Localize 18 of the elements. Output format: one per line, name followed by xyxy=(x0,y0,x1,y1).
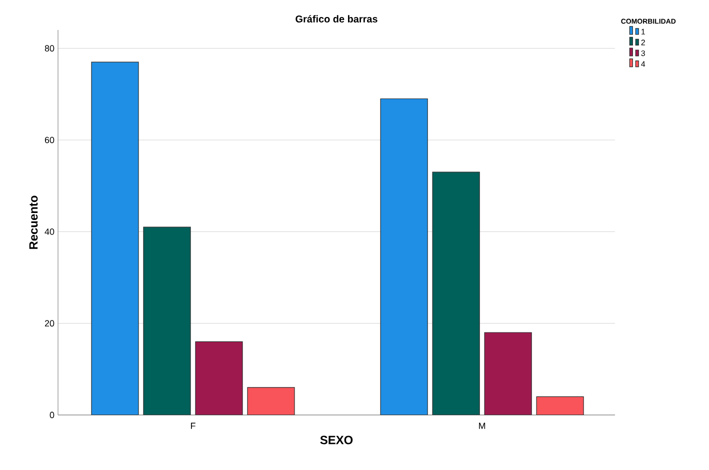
bar xyxy=(432,172,480,415)
bar xyxy=(536,396,584,415)
y-tick-label: 80 xyxy=(44,45,54,52)
y-tick-label: 20 xyxy=(44,320,54,326)
x-tick-label: F xyxy=(190,422,196,429)
x-axis-title: SEXO xyxy=(320,436,353,444)
y-tick-label: 60 xyxy=(44,136,54,144)
bar xyxy=(380,98,428,415)
bar xyxy=(247,387,295,415)
x-tick-label: M xyxy=(479,422,486,429)
y-axis-title: Recuento xyxy=(29,196,38,249)
bar xyxy=(195,341,243,415)
bar xyxy=(484,332,532,415)
chart-title: Gráfico de barras xyxy=(296,15,378,22)
bar xyxy=(91,62,139,415)
y-tick-label: 40 xyxy=(44,228,54,235)
y-tick-label: 0 xyxy=(50,412,54,418)
bar xyxy=(143,226,191,415)
